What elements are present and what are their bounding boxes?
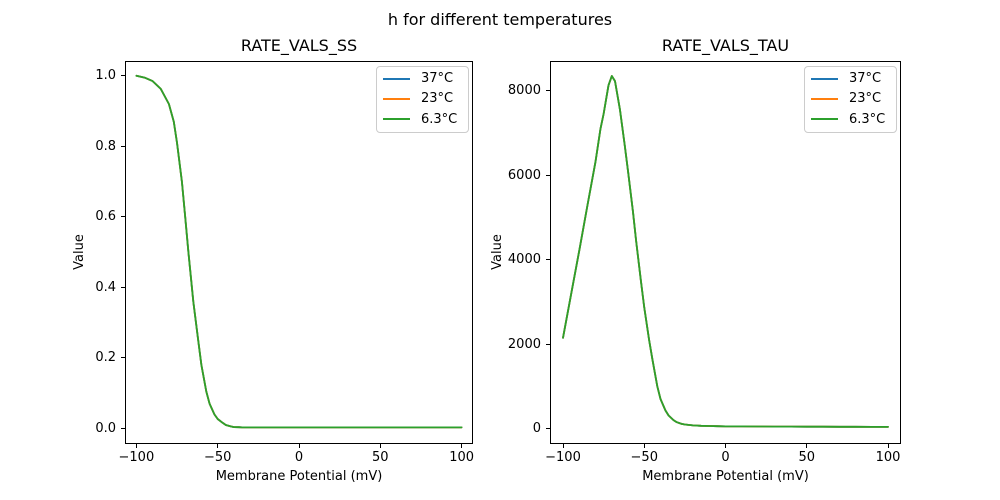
y-tick-mark: [546, 428, 550, 430]
y-tick-mark: [121, 427, 125, 429]
x-tick-label: −50: [630, 450, 658, 465]
y-tick-mark: [546, 259, 550, 261]
x-tick-label: −100: [545, 450, 581, 465]
legend-label: 6.3°C: [849, 111, 886, 127]
curve-6.3°C: [135, 74, 463, 429]
x-tick-label: −100: [118, 450, 155, 465]
y-tick-label: 4000: [507, 252, 541, 268]
x-tick-mark: [461, 444, 463, 448]
y-tick-mark: [121, 75, 125, 77]
plot-curves-svg-1: [135, 74, 463, 429]
legend-line-sample: [811, 77, 838, 80]
x-tick-mark: [379, 444, 381, 448]
legend-box-1: 37°C 23°C 6.3°C: [376, 65, 469, 134]
y-tick-label: 0.2: [95, 350, 116, 366]
legend-label: 37°C: [849, 71, 882, 87]
y-tick-label: 0.4: [95, 279, 116, 295]
y-tick-mark: [121, 216, 125, 218]
legend-entry: 37°C: [811, 69, 896, 89]
legend-entry: 23°C: [811, 89, 896, 109]
y-tick-mark: [546, 90, 550, 92]
y-tick-label: 8000: [507, 83, 541, 99]
legend-line-sample: [383, 118, 410, 121]
x-tick-mark: [135, 444, 137, 448]
x-tick-label: 0: [721, 450, 730, 465]
x-tick-mark: [643, 444, 645, 448]
legend-line-sample: [383, 97, 410, 101]
y-tick-label: 1.0: [95, 68, 116, 84]
x-tick-label: 0: [294, 450, 304, 465]
x-axis-label: Membrane Potential (mV): [642, 469, 809, 484]
legend-line-sample: [811, 97, 838, 101]
x-tick-mark: [725, 444, 726, 448]
legend-entry: 37°C: [383, 69, 468, 89]
y-tick-label: 0.8: [95, 138, 116, 154]
figure-suptitle: h for different temperatures: [387, 10, 613, 29]
legend-label: 6.3°C: [421, 111, 458, 127]
x-tick-mark: [298, 444, 300, 448]
y-tick-mark: [546, 343, 550, 345]
plot-curves-svg-2: [562, 75, 889, 428]
legend-label: 23°C: [849, 91, 882, 107]
y-tick-label: 0.0: [95, 420, 116, 436]
x-tick-label: 100: [449, 450, 475, 465]
legend-entry: 23°C: [383, 89, 468, 109]
legend-line-sample: [383, 77, 410, 80]
y-tick-mark: [121, 145, 125, 147]
y-tick-label: 0.6: [95, 209, 116, 225]
legend-label: 37°C: [421, 71, 454, 87]
y-tick-label: 6000: [507, 167, 541, 183]
x-tick-label: 50: [798, 450, 816, 465]
x-tick-mark: [217, 444, 219, 448]
subplot-title-1: RATE_VALS_SS: [240, 36, 358, 55]
y-tick-mark: [121, 286, 125, 288]
y-tick-mark: [121, 357, 125, 359]
x-tick-mark: [887, 444, 889, 448]
y-tick-label: 2000: [507, 336, 541, 352]
legend-box-2: 37°C 23°C 6.3°C: [804, 65, 897, 134]
legend-label: 23°C: [421, 91, 454, 107]
subplot-title-2: RATE_VALS_TAU: [661, 36, 790, 55]
x-axis-label: Membrane Potential (mV): [215, 469, 383, 484]
x-tick-mark: [806, 444, 808, 448]
y-tick-mark: [546, 174, 550, 176]
x-tick-label: 100: [875, 450, 901, 465]
x-tick-label: 50: [372, 450, 389, 465]
x-tick-mark: [562, 444, 564, 448]
x-tick-label: −50: [203, 450, 232, 465]
legend-entry: 6.3°C: [811, 109, 896, 129]
legend-line-sample: [811, 118, 838, 121]
y-tick-label: 0: [532, 421, 541, 437]
legend-entry: 6.3°C: [383, 109, 468, 129]
curve-6.3°C: [562, 75, 889, 428]
